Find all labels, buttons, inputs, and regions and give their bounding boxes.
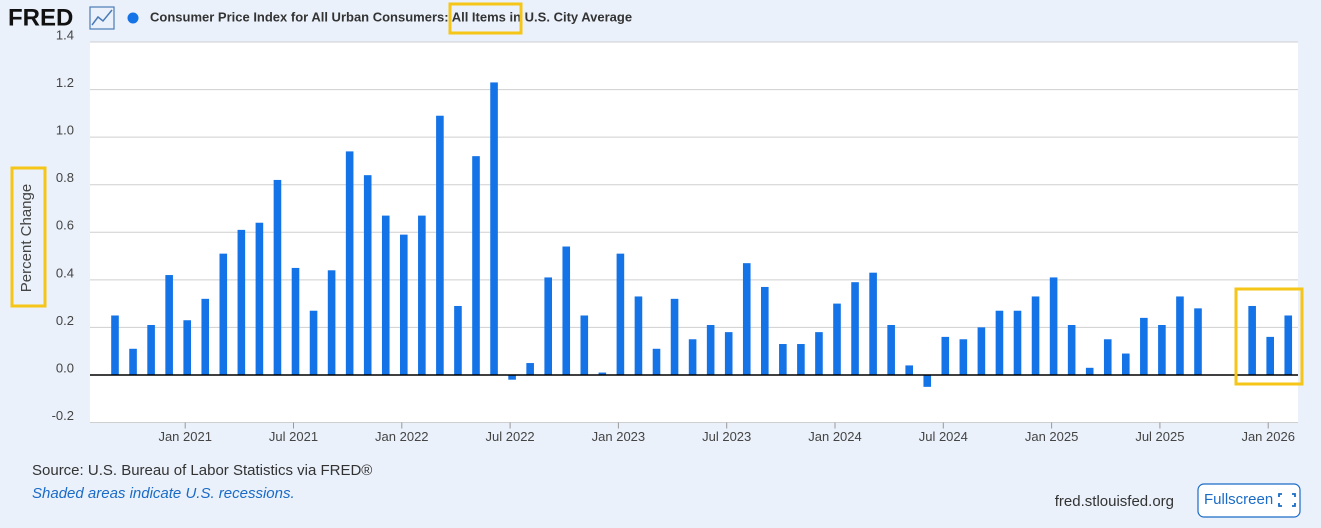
bar: [1067, 324, 1076, 375]
bar: [111, 315, 119, 375]
bar: [400, 234, 408, 375]
bar: [1266, 336, 1274, 375]
x-tick-label: Jul 2023: [702, 429, 751, 444]
marks: -0.2 0.0 0.2 0.4 0.6 0.8 1.0 1.2 1.4 Jan 2021 Jul …: [52, 27, 1298, 444]
bar: [779, 344, 787, 375]
bar: [797, 344, 805, 375]
bar: [905, 365, 913, 375]
x-tick-label: Jan 2021: [158, 429, 212, 444]
bar: [724, 332, 733, 375]
bar: [616, 253, 625, 375]
bar: [869, 272, 877, 375]
bar: [941, 336, 950, 375]
bar: [815, 332, 823, 375]
site-link[interactable]: fred.stlouisfed.org: [1055, 493, 1174, 510]
y-tick-label: 0.8: [56, 170, 74, 185]
bar: [508, 374, 516, 380]
fullscreen-button[interactable]: Fullscreen: [1197, 483, 1301, 518]
bar: [183, 320, 191, 375]
x-tick-label: Jul 2022: [486, 429, 535, 444]
bar: [742, 263, 751, 375]
y-tick-label: 1.2: [56, 75, 74, 90]
bar: [309, 310, 318, 375]
bar: [833, 303, 841, 375]
bar: [634, 296, 643, 375]
y-tick-label: 0.6: [56, 218, 74, 233]
bar: [598, 372, 607, 375]
bar: [544, 277, 552, 375]
bar: [652, 348, 661, 375]
bar: [345, 151, 354, 375]
bar: [237, 229, 246, 375]
bar: [454, 305, 462, 375]
bar: [490, 82, 498, 375]
bar: [526, 363, 534, 375]
x-tick-label: Jan 2024: [808, 429, 862, 444]
bar: [129, 348, 137, 375]
bar: [436, 115, 444, 375]
y-axis-label: Percent Change: [18, 184, 35, 292]
bar: [165, 275, 173, 375]
bar: [1031, 296, 1040, 375]
x-tick-label: Jan 2023: [592, 429, 646, 444]
y-tick-label: 1.0: [56, 123, 74, 138]
bar: [851, 282, 859, 375]
bar: [1194, 308, 1202, 375]
x-tick-label: Jan 2025: [1025, 429, 1079, 444]
bar: [327, 270, 336, 375]
y-tick-label: 0.0: [56, 360, 74, 375]
highlights: [10, 2, 1304, 386]
bar: [1103, 339, 1112, 375]
recession-note: Shaded areas indicate U.S. recessions.: [32, 485, 295, 502]
bar: [1176, 296, 1184, 375]
bar: [472, 156, 480, 375]
bar: [1085, 367, 1094, 375]
bar: [418, 215, 426, 375]
bar: [670, 298, 679, 375]
bar: [363, 175, 372, 375]
bar: [706, 324, 715, 375]
x-tick-label: Jan 2026: [1241, 429, 1295, 444]
bar: [381, 215, 390, 375]
bar: [1122, 353, 1130, 375]
bar: [273, 179, 282, 375]
bar: [255, 222, 264, 375]
bar: [977, 327, 986, 375]
bar: [1140, 317, 1148, 375]
bar: [562, 246, 571, 375]
bar: [1158, 324, 1166, 375]
y-tick-label: 1.4: [56, 27, 74, 42]
y-tick-label: 0.4: [56, 265, 74, 280]
x-tick-label: Jul 2025: [1135, 429, 1184, 444]
x-tick-label: Jul 2021: [269, 429, 318, 444]
bar: [147, 324, 155, 375]
bar: [959, 339, 968, 375]
y-tick-label: -0.2: [52, 408, 74, 423]
bar: [219, 253, 228, 375]
source: Source: U.S. Bureau of Labor Statistics …: [32, 462, 372, 479]
x-tick-label: Jan 2022: [375, 429, 429, 444]
bar: [761, 286, 769, 375]
bar: [688, 339, 697, 375]
bar: [291, 267, 300, 375]
bar: [1013, 310, 1022, 375]
bar: [580, 315, 589, 375]
bar: [887, 324, 895, 375]
fullscreen-label[interactable]: Fullscreen: [1204, 491, 1273, 508]
legend-label: Consumer Price Index for All Urban Consu…: [150, 9, 632, 24]
bar: [1049, 277, 1058, 375]
y-tick-label: 0.2: [56, 313, 74, 328]
bar: [1284, 315, 1293, 375]
logo: FRED: [8, 4, 73, 31]
bar: [995, 310, 1004, 375]
bar: [1248, 305, 1256, 375]
bar: [923, 374, 932, 387]
bar: [201, 298, 210, 375]
x-tick-label: Jul 2024: [919, 429, 968, 444]
logo-icon: [89, 6, 115, 30]
legend-marker: [127, 12, 139, 24]
